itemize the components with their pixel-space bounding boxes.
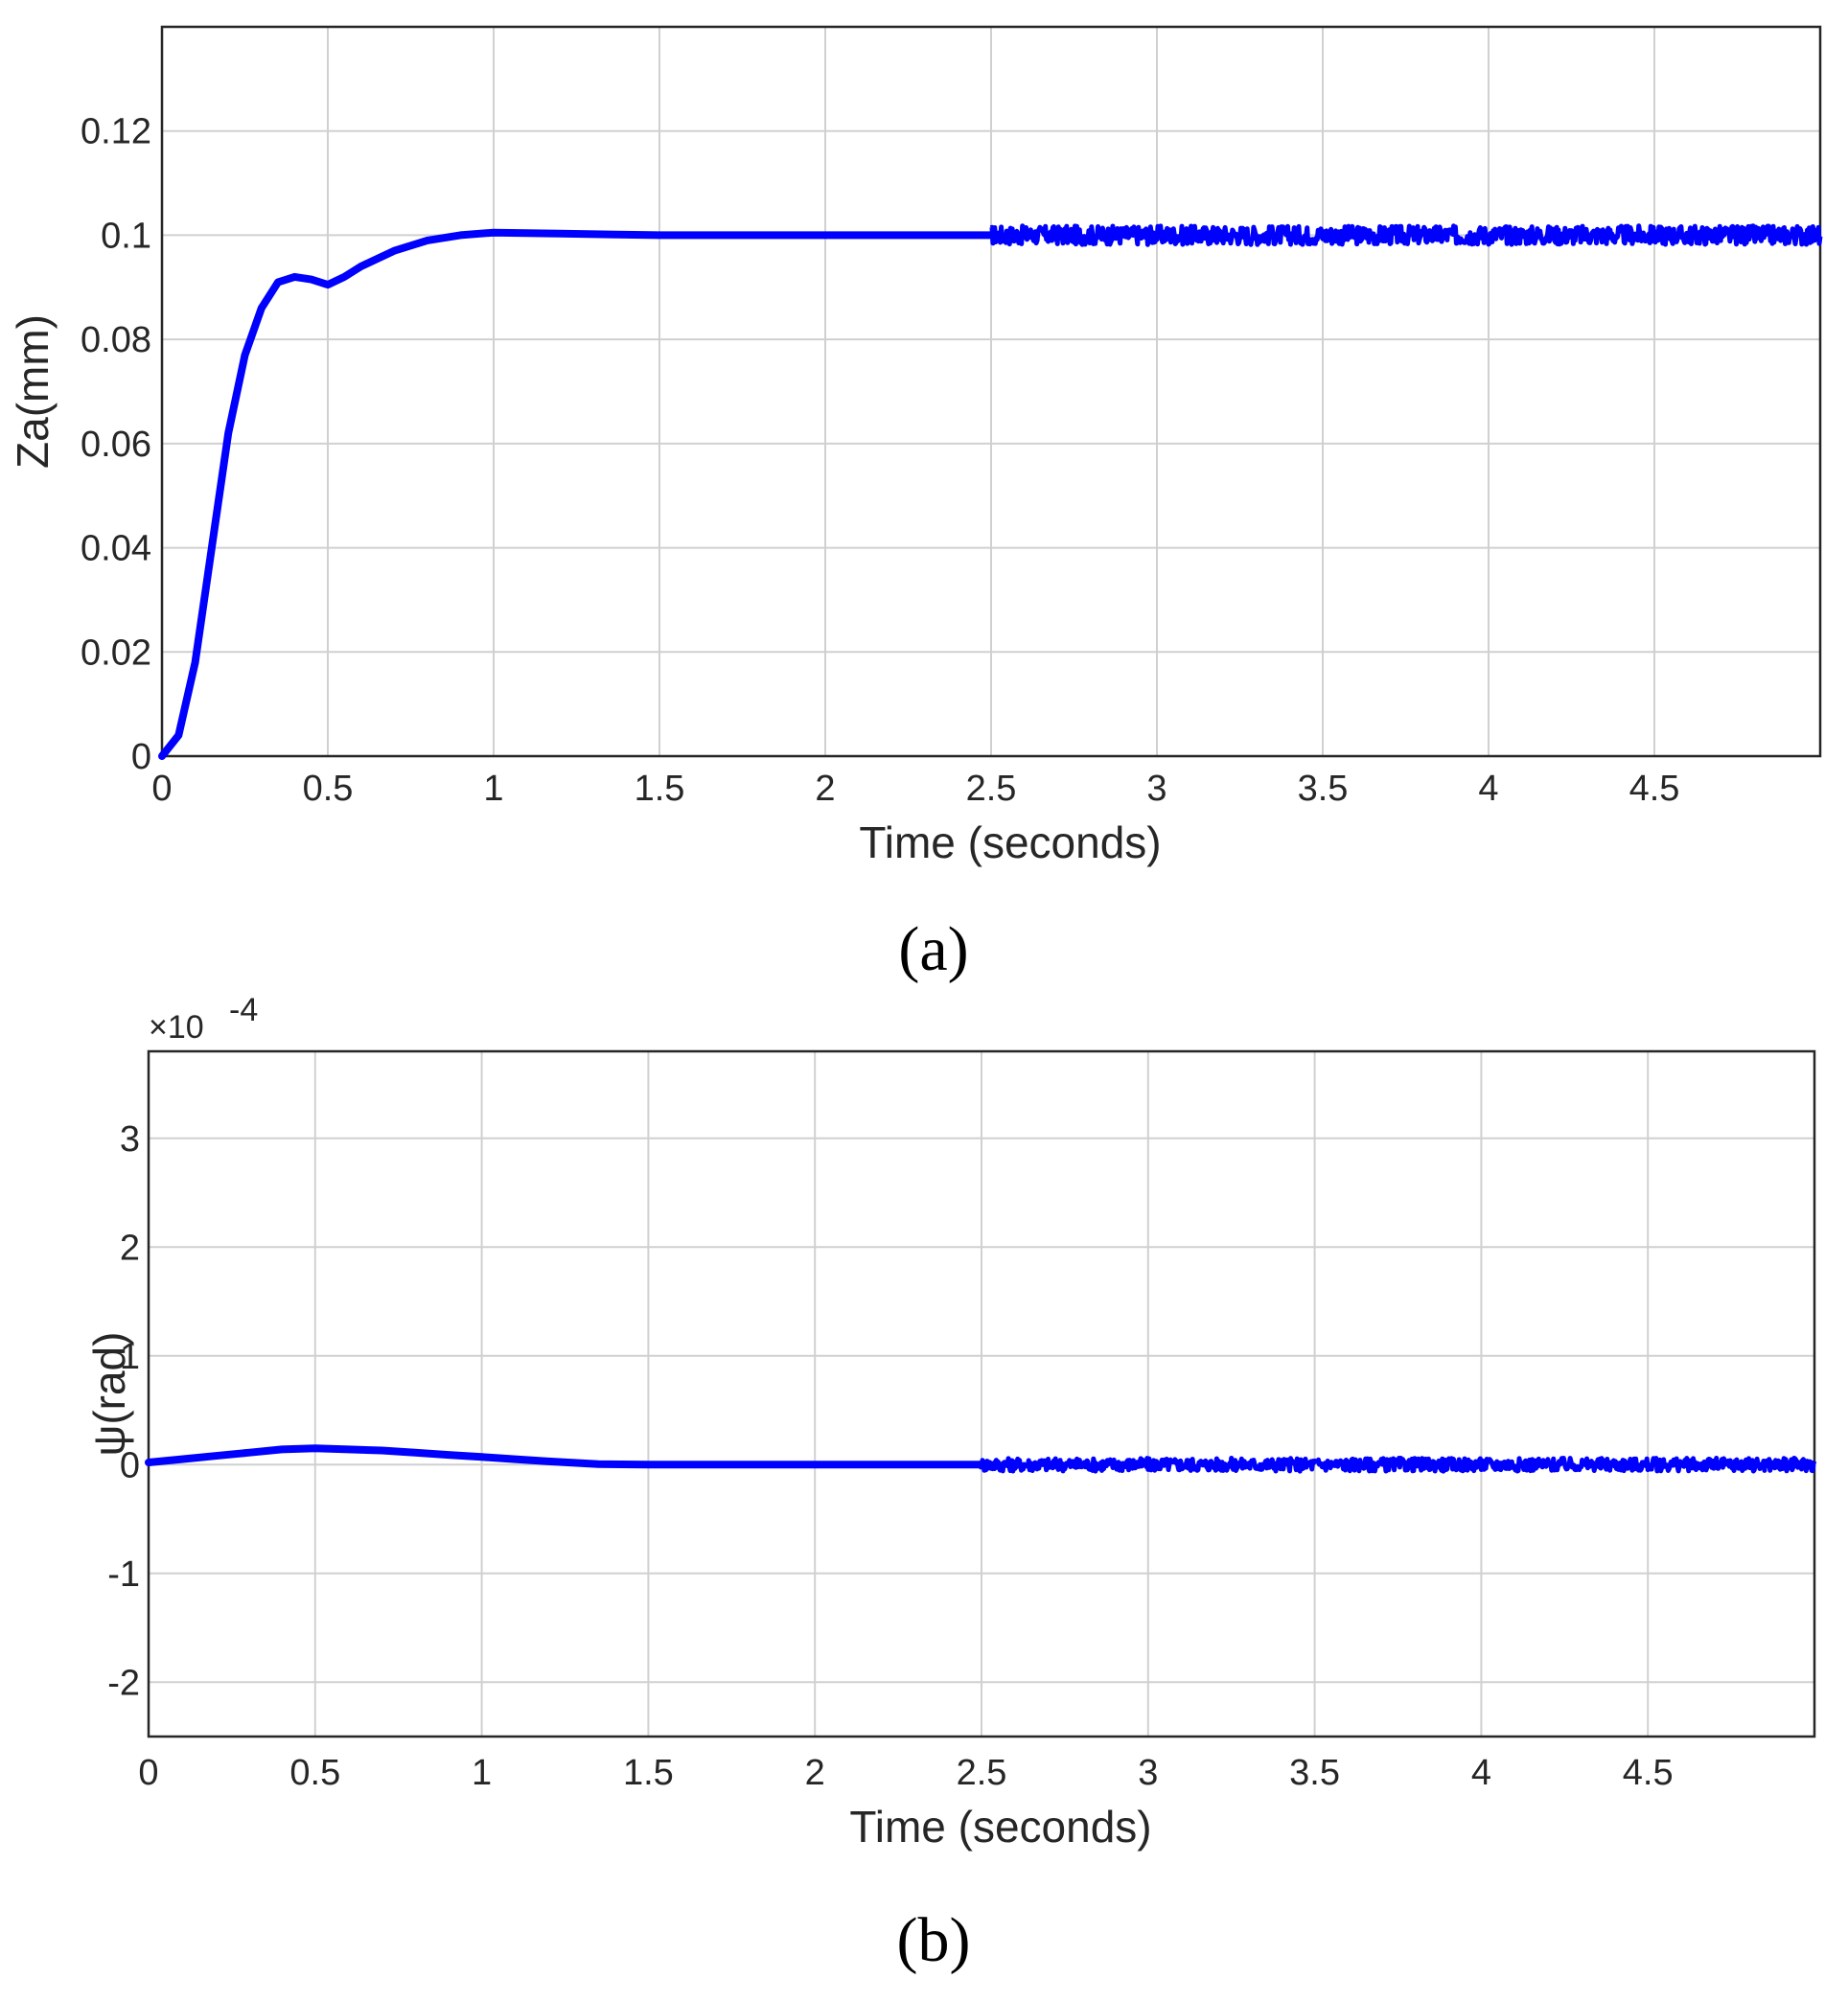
x-tick-label: 3.5 bbox=[1298, 769, 1349, 809]
y-tick-label: 0.12 bbox=[81, 112, 151, 152]
x-tick-label: 4.5 bbox=[1623, 1753, 1674, 1793]
y-tick-label: 0.1 bbox=[101, 216, 151, 256]
series-noise bbox=[989, 223, 1823, 247]
x-tick-label: 0 bbox=[151, 769, 172, 809]
x-tick-label: 1.5 bbox=[623, 1753, 674, 1793]
x-tick-label: 3 bbox=[1146, 769, 1167, 809]
x-tick-label: 1 bbox=[472, 1753, 492, 1793]
x-tick-label: 2 bbox=[815, 769, 835, 809]
y-tick-label: 0.02 bbox=[81, 633, 151, 673]
x-tick-label: 0.5 bbox=[289, 1753, 340, 1793]
axes-frame bbox=[160, 25, 1822, 758]
x-tick-label: 1.5 bbox=[635, 769, 685, 809]
y-tick-label: 0 bbox=[131, 737, 151, 777]
x-tick-label: 2.5 bbox=[966, 769, 1017, 809]
x-tick-label: 0 bbox=[138, 1753, 158, 1793]
series-line bbox=[145, 1444, 985, 1469]
exponent-label: ×10 bbox=[149, 1009, 204, 1046]
x-tick-label: 1 bbox=[483, 769, 503, 809]
x-axis-label: Time (seconds) bbox=[849, 1802, 1151, 1852]
x-axis-label: Time (seconds) bbox=[859, 817, 1161, 867]
x-tick-label: 3.5 bbox=[1289, 1753, 1340, 1793]
y-tick-label: 3 bbox=[120, 1119, 140, 1160]
chart-b: 0 0.5 1 1.5 2 2.5 3 3.5 4 4.5 -2 -1 0 1 2 3 Time (second… bbox=[84, 992, 1817, 1975]
y-axis-label: ψ(rad) bbox=[84, 1332, 134, 1457]
figure-caption: (b) bbox=[897, 1905, 971, 1975]
x-tick-label: 3 bbox=[1138, 1753, 1158, 1793]
x-tick-label: 4.5 bbox=[1629, 769, 1680, 809]
y-tick-label: 0.06 bbox=[81, 425, 151, 465]
y-tick-label: 0.04 bbox=[81, 529, 151, 569]
chart-a: 0 0.5 1 1.5 2 2.5 3 3.5 4 4.5 0 0.02 0.04 0.06 0.08 0.1… bbox=[8, 25, 1823, 984]
y-tick-label: 0 bbox=[120, 1445, 140, 1485]
figure-caption: (a) bbox=[898, 914, 968, 984]
series-noise bbox=[979, 1456, 1817, 1474]
y-tick-label: -1 bbox=[107, 1554, 140, 1595]
y-tick-label: 2 bbox=[120, 1228, 140, 1268]
y-tick-label: 1 bbox=[120, 1337, 140, 1377]
x-tick-label: 4 bbox=[1471, 1753, 1491, 1793]
x-tick-label: 2 bbox=[805, 1753, 825, 1793]
y-tick-label: -2 bbox=[107, 1663, 140, 1703]
exponent-power: -4 bbox=[229, 992, 258, 1028]
x-tick-label: 0.5 bbox=[303, 769, 354, 809]
series-line bbox=[158, 228, 995, 760]
axes-frame bbox=[147, 1049, 1816, 1738]
y-axis-label: Za(mm) bbox=[8, 314, 58, 469]
y-tick-label: 0.08 bbox=[81, 320, 151, 360]
x-tick-label: 4 bbox=[1478, 769, 1498, 809]
x-tick-label: 2.5 bbox=[957, 1753, 1007, 1793]
